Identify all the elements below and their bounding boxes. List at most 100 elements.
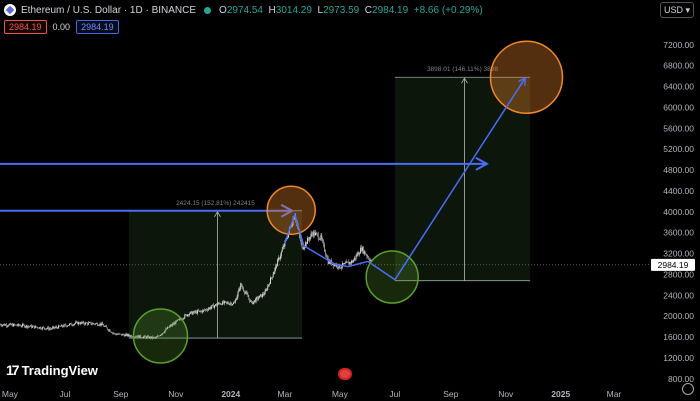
- candle-body: [87, 322, 89, 325]
- candle-body: [266, 289, 268, 291]
- candle-body: [61, 325, 63, 327]
- candle-body: [221, 304, 223, 305]
- candle-body: [169, 325, 171, 327]
- currency-select[interactable]: USD ▾: [660, 2, 694, 18]
- candle-body: [37, 327, 39, 329]
- candle-body: [49, 328, 51, 330]
- candle-body: [132, 336, 133, 338]
- y-tick-label: 7200.00: [663, 40, 694, 50]
- candle-body: [338, 263, 340, 268]
- candle-body: [349, 262, 351, 265]
- candle-body: [324, 244, 325, 252]
- orange-circle: [266, 185, 316, 236]
- candle-body: [67, 325, 69, 327]
- candle-body: [252, 301, 254, 304]
- candle-body: [261, 293, 263, 298]
- candle-body: [91, 324, 93, 325]
- candle-body: [277, 259, 279, 267]
- candle-body: [148, 336, 150, 339]
- candle-body: [9, 323, 11, 325]
- candle-body: [53, 326, 55, 329]
- candle-body: [202, 310, 204, 313]
- candle-body: [164, 330, 166, 333]
- ohlc-values: O2974.54 H3014.29 L2973.59 C2984.19 +8.6…: [219, 4, 483, 16]
- candle-body: [139, 335, 141, 338]
- candle-body: [350, 262, 352, 264]
- candle-body: [131, 335, 133, 337]
- candle-body: [273, 271, 275, 275]
- candle-body: [333, 263, 335, 267]
- tradingview-logo[interactable]: 17 TradingView: [6, 362, 98, 378]
- candle-body: [39, 327, 41, 329]
- candle-body: [358, 252, 360, 255]
- y-tick-label: 4000.00: [663, 207, 694, 217]
- projection-path: [284, 79, 525, 281]
- candle-body: [130, 335, 132, 337]
- gear-icon[interactable]: [682, 383, 694, 395]
- candle-body: [196, 310, 198, 314]
- candle-body: [367, 256, 369, 258]
- candle-body: [226, 302, 228, 304]
- candle-body: [96, 323, 97, 324]
- buy-button[interactable]: 2984.19: [76, 20, 119, 34]
- candle-body: [216, 304, 218, 306]
- brand-name: TradingView: [21, 362, 98, 378]
- candle-body: [304, 246, 306, 249]
- candle-body: [368, 257, 370, 260]
- candle-body: [270, 277, 272, 279]
- candle-body: [315, 232, 317, 234]
- candle-body: [154, 337, 156, 339]
- trade-buttons: 2984.19 0.00 2984.19: [4, 20, 119, 34]
- candle-body: [140, 335, 142, 338]
- candle-body: [153, 337, 155, 338]
- candle-body: [151, 336, 152, 339]
- candle-body: [211, 305, 213, 308]
- candle-body: [260, 294, 261, 296]
- candle-body: [357, 252, 359, 256]
- candle-body: [114, 333, 116, 335]
- candle-body: [55, 326, 57, 328]
- symbol-header: Ethereum / U.S. Dollar · 1D · BINANCE O2…: [0, 0, 483, 20]
- candle-body: [129, 335, 131, 337]
- candle-body: [206, 310, 208, 311]
- time-axis: May Jul Sep Nov 2024 Mar May Jul Sep Nov 2025 Mar: [2, 389, 622, 399]
- candle-body: [26, 325, 28, 328]
- candle-body: [97, 325, 99, 326]
- candle-body: [354, 257, 356, 259]
- candle-body: [318, 238, 320, 240]
- candle-body: [0, 324, 2, 326]
- candle-body: [25, 325, 27, 327]
- symbol-title[interactable]: Ethereum / U.S. Dollar · 1D · BINANCE: [21, 4, 197, 16]
- range-box: [394, 77, 531, 281]
- candle-body: [215, 304, 217, 306]
- candle-body: [322, 239, 324, 242]
- candle-body: [362, 247, 364, 254]
- sell-button[interactable]: 2984.19: [4, 20, 47, 34]
- candle-body: [174, 322, 176, 325]
- candle-body: [77, 322, 79, 325]
- replay-icon[interactable]: [338, 368, 352, 380]
- candle-body: [191, 311, 193, 315]
- candle-body: [165, 328, 167, 331]
- candle-body: [81, 322, 83, 323]
- candle-body: [369, 259, 371, 261]
- candle-body: [48, 327, 50, 330]
- candle-body: [157, 335, 159, 337]
- candle-body: [366, 254, 368, 257]
- candle-body: [269, 283, 271, 285]
- candle-body: [237, 291, 239, 297]
- candle-body: [116, 334, 118, 335]
- candle-body: [311, 233, 313, 235]
- candle-body: [40, 327, 42, 329]
- candle-body: [23, 324, 25, 328]
- candle-body: [57, 327, 59, 329]
- y-tick-label: 5200.00: [663, 144, 694, 154]
- candle-body: [227, 302, 229, 304]
- candle-body: [193, 311, 195, 313]
- candle-body: [109, 329, 111, 332]
- candle-body: [260, 294, 262, 298]
- candle-body: [104, 326, 106, 327]
- candle-body: [89, 322, 91, 323]
- candle-body: [278, 257, 280, 260]
